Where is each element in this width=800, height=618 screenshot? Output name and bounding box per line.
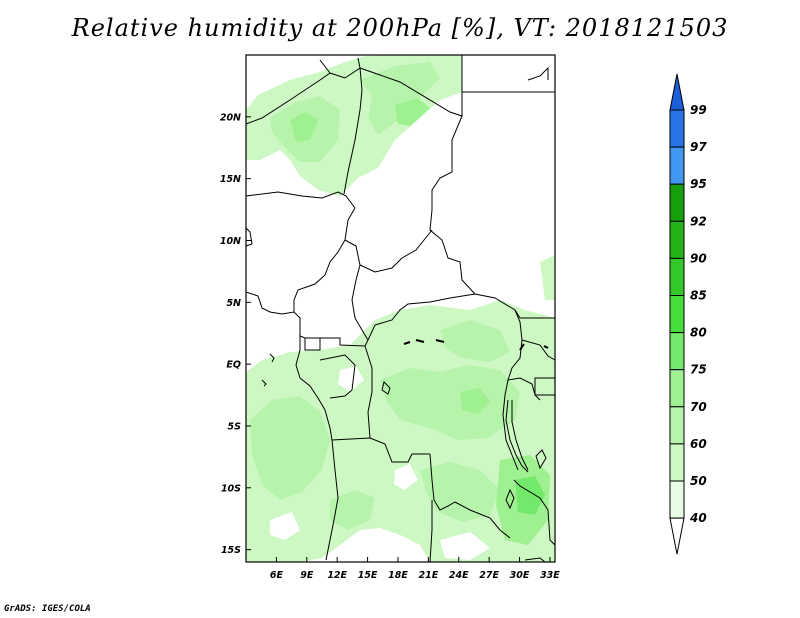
longitude-axis: 6E 9E 12E 15E 18E 21E 24E 27E 30E 33E [270,557,560,581]
colorbar-label: 92 [690,214,707,228]
colorbar-label: 50 [690,474,707,488]
humidity-shading [246,55,555,562]
colorbar-segment [669,406,685,445]
colorbar-label: 95 [690,177,707,191]
lat-tick-label: 10S [221,483,241,494]
colorbar-segment [669,295,685,334]
colorbar-segment [669,480,685,519]
latitude-axis: 20N 15N 10N 5N EQ 5S 10S 15S [220,112,251,556]
colorbar-segment [669,257,685,296]
lon-tick-label: 9E [300,570,314,581]
lon-tick-label: 15E [358,570,378,581]
lon-tick-label: 6E [270,570,284,581]
lat-tick-label: 5N [226,298,241,309]
colorbar-segment [669,332,685,371]
lat-tick-label: 15N [220,174,241,185]
country-borders [245,55,556,563]
lake-outlines [403,339,549,351]
colorbar-top-triangle [669,73,685,111]
lon-tick-label: 33E [540,570,560,581]
colorbar-bottom-triangle [669,517,685,555]
lon-tick-label: 12E [327,570,347,581]
lon-tick-label: 21E [419,570,439,581]
colorbar-label: 60 [690,437,707,451]
lon-tick-label: 18E [388,570,408,581]
colorbar-label: 80 [690,326,707,340]
colorbar-segment [669,146,685,185]
colorbar-label: 99 [690,103,707,117]
colorbar-label: 85 [690,289,707,303]
colorbar-segment [669,109,685,148]
lat-tick-label: EQ [226,360,241,371]
colorbar: 99 97 95 92 90 85 80 75 70 60 50 40 [669,73,707,555]
colorbar-segment [669,369,685,408]
colorbar-label: 97 [690,140,707,154]
colorbar-label: 70 [690,400,707,414]
lat-tick-label: 10N [220,236,241,247]
lon-tick-label: 24E [449,570,469,581]
credit-label: GrADS: IGES/COLA [4,604,91,614]
colorbar-label: 90 [690,251,707,265]
colorbar-label: 40 [689,511,707,525]
lat-tick-label: 20N [220,112,241,123]
map-frame [245,54,556,563]
lat-tick-label: 15S [221,545,241,556]
lat-tick-label: 5S [228,421,242,432]
chart-title: Relative humidity at 200hPa [%], VT: 201… [71,14,729,42]
lon-tick-label: 27E [479,570,499,581]
colorbar-label: 75 [690,363,707,377]
colorbar-segment [669,183,685,222]
lon-tick-label: 30E [510,570,530,581]
colorbar-segment [669,220,685,259]
colorbar-segment [669,443,685,482]
